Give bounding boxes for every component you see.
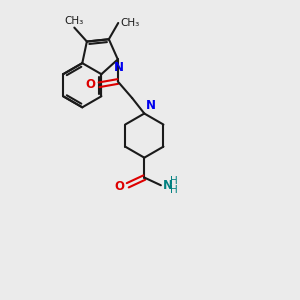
Text: N: N [146,99,155,112]
Text: O: O [115,180,125,193]
Text: H: H [170,185,178,195]
Text: CH₃: CH₃ [121,18,140,28]
Text: N: N [163,179,172,192]
Text: N: N [113,61,123,74]
Text: CH₃: CH₃ [65,16,84,26]
Text: H: H [170,176,178,187]
Text: O: O [85,78,95,91]
